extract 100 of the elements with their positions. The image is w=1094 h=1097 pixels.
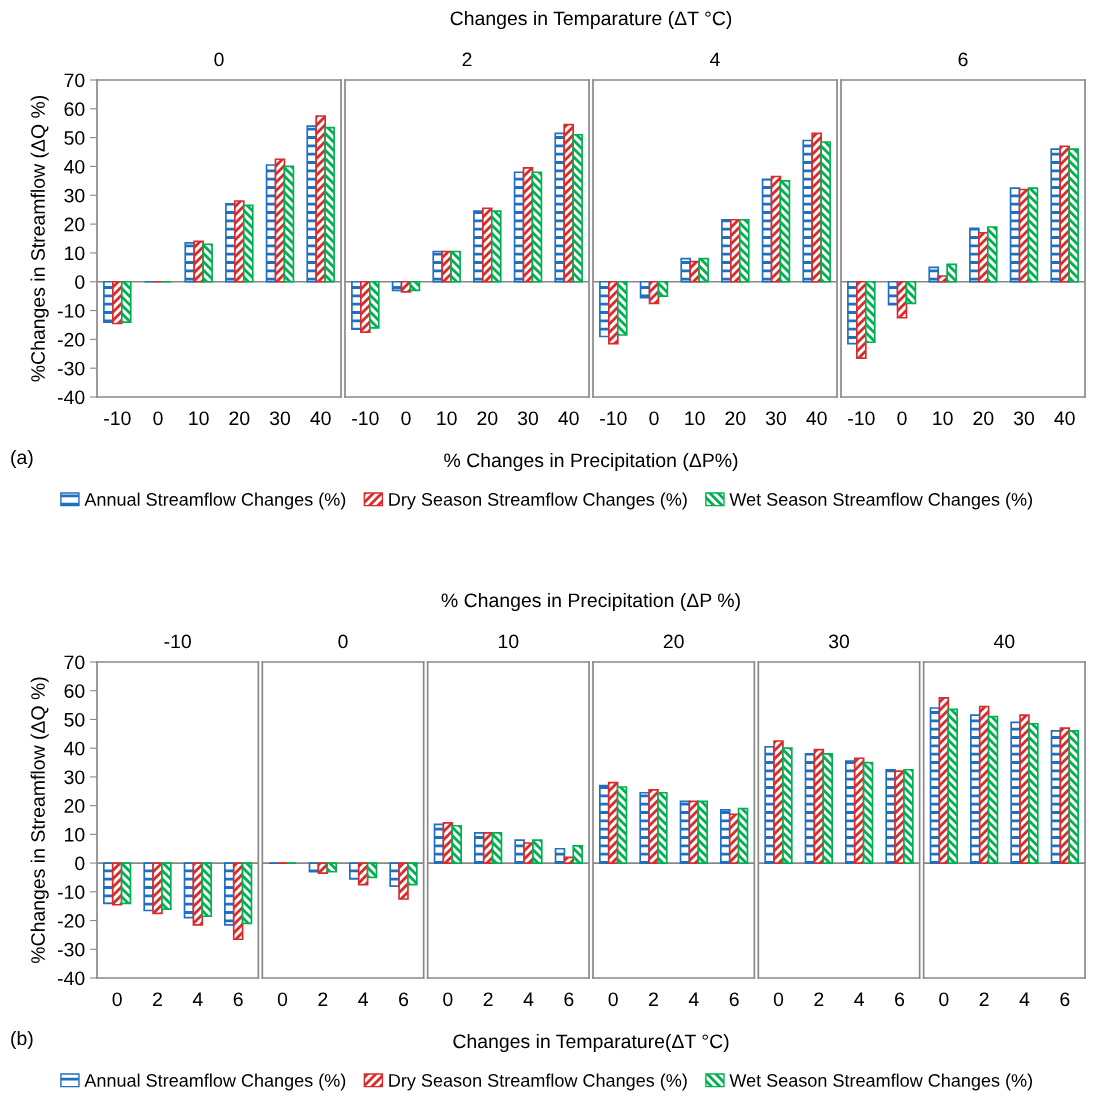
x-tick-label: 40	[310, 411, 331, 426]
bar	[946, 263, 957, 283]
bar	[491, 832, 503, 864]
chart-title: 0	[338, 634, 348, 649]
y-tick-label: -20	[57, 332, 85, 347]
y-tick-label: -40	[57, 390, 85, 405]
bar	[1028, 722, 1039, 864]
bar	[1027, 187, 1039, 283]
x-tick-label: -10	[352, 411, 379, 426]
bar	[738, 218, 750, 283]
x-tick-label: 6	[233, 992, 243, 1007]
x-tick-label: -10	[848, 411, 875, 426]
bar	[987, 715, 999, 864]
chart-title: 40	[993, 634, 1015, 649]
y-tick-label: -40	[57, 971, 85, 986]
x-tick-label: 0	[608, 992, 618, 1007]
bar	[698, 257, 709, 283]
y-tick-label: 70	[64, 73, 85, 88]
x-tick-label: 2	[649, 992, 658, 1006]
bar	[572, 845, 583, 864]
bar	[1068, 148, 1079, 283]
y-tick-label: 70	[64, 655, 85, 670]
x-tick-label: 0	[443, 992, 453, 1007]
bar	[242, 204, 254, 283]
x-tick-label: 6	[399, 992, 409, 1007]
bar	[822, 753, 833, 864]
legend-label: Dry Season Streamflow Changes (%)	[389, 1073, 687, 1091]
y-tick-label: 30	[64, 770, 85, 785]
legend-label: Annual Streamflow Changes (%)	[84, 1073, 346, 1091]
chart-title: 20	[663, 634, 684, 649]
x-tick-label: 0	[153, 411, 163, 426]
x-tick-label: 4	[1019, 992, 1030, 1006]
bar	[283, 165, 295, 283]
y-tick-label: 20	[64, 799, 85, 813]
chart-title: 6	[958, 52, 968, 67]
bar	[820, 141, 831, 283]
x-tick-label: 20	[477, 411, 498, 426]
bar	[657, 280, 669, 297]
x-tick-label: 6	[729, 992, 739, 1007]
bar	[697, 800, 708, 864]
text: Changes in Temparature (ΔT °C)	[450, 10, 732, 30]
y-tick-label: -30	[57, 942, 85, 957]
x-tick-label: 20	[725, 411, 746, 426]
x-tick-label: -10	[104, 411, 131, 426]
chart-title: 2	[462, 52, 472, 67]
x-axis-title: % Changes in Precipitation (ΔP%)	[444, 452, 738, 472]
bar	[490, 210, 502, 283]
bar	[514, 839, 525, 864]
bar	[554, 847, 566, 864]
legend-label: Wet Season Streamflow Changes (%)	[729, 492, 1032, 510]
chart-title: 10	[499, 634, 519, 649]
x-tick-label: 10	[437, 411, 457, 426]
x-tick-label: 0	[897, 411, 907, 426]
y-tick-label: -10	[57, 885, 85, 900]
y-tick-label: 40	[64, 159, 85, 174]
bar	[400, 280, 412, 293]
x-axis-title: Changes in Temparature(ΔT °C)	[453, 1033, 729, 1053]
y-tick-label: 40	[64, 741, 85, 756]
x-tick-label: 0	[649, 411, 659, 426]
x-tick-label: 2	[153, 992, 162, 1006]
x-tick-label: 10	[933, 411, 953, 426]
legend-label: Wet Season Streamflow Changes (%)	[729, 1073, 1032, 1091]
x-tick-label: 6	[564, 992, 574, 1007]
chart-title: 0	[214, 52, 224, 67]
x-tick-label: 2	[483, 992, 493, 1006]
y-tick-label: 10	[65, 246, 85, 261]
y-tick-label: -30	[57, 361, 85, 376]
x-tick-label: 2	[318, 992, 328, 1006]
x-tick-label: 20	[229, 411, 250, 426]
y-tick-label: 0	[75, 856, 85, 871]
bar	[937, 275, 948, 283]
bar	[616, 280, 628, 336]
x-tick-label: 6	[1060, 992, 1070, 1007]
x-tick-label: 10	[189, 411, 209, 426]
y-axis-title: %Changes in Streamflow (ΔQ %)	[30, 677, 49, 964]
x-tick-label: 30	[517, 411, 539, 426]
bar	[657, 791, 668, 864]
bar	[779, 180, 791, 283]
x-tick-label: 4	[523, 992, 534, 1006]
bar	[928, 266, 940, 283]
bar	[862, 761, 874, 864]
x-tick-label: 4	[192, 992, 203, 1006]
bar	[737, 807, 749, 864]
x-tick-label: 20	[973, 411, 994, 426]
bar	[1068, 730, 1079, 864]
bar	[782, 747, 793, 864]
x-tick-label: 4	[854, 992, 864, 1006]
x-tick-label: 0	[773, 992, 784, 1007]
x-tick-label: 40	[1054, 411, 1075, 426]
x-tick-label: 30	[269, 411, 291, 426]
x-tick-label: 4	[358, 992, 369, 1006]
text: (b)	[11, 1030, 33, 1050]
bar	[986, 226, 998, 283]
bar	[368, 280, 380, 329]
y-tick-label: 60	[64, 684, 85, 698]
y-tick-label: 50	[64, 131, 85, 145]
y-tick-label: 10	[65, 827, 85, 842]
x-tick-label: -10	[600, 411, 627, 426]
chart-title: 30	[828, 634, 850, 649]
bar	[616, 786, 628, 864]
